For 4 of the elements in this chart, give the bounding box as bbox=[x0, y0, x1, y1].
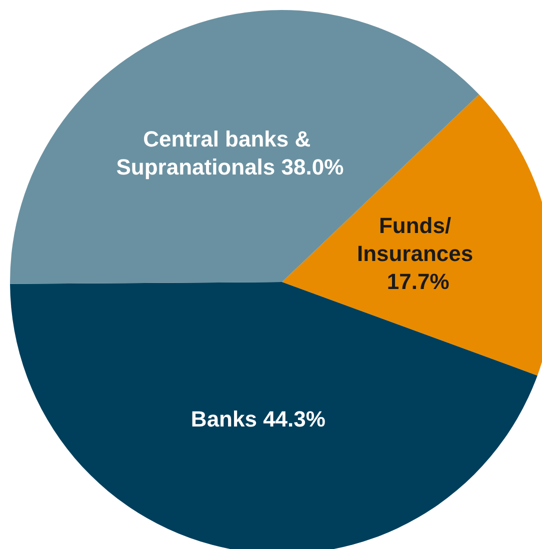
slice-label: Funds/ Insurances bbox=[356, 213, 480, 266]
slice-label: Central banks & Supranationals 38.0% bbox=[116, 126, 344, 180]
slice-label: Banks 44.3% bbox=[190, 406, 326, 432]
data-label: 17.7% bbox=[386, 269, 450, 294]
